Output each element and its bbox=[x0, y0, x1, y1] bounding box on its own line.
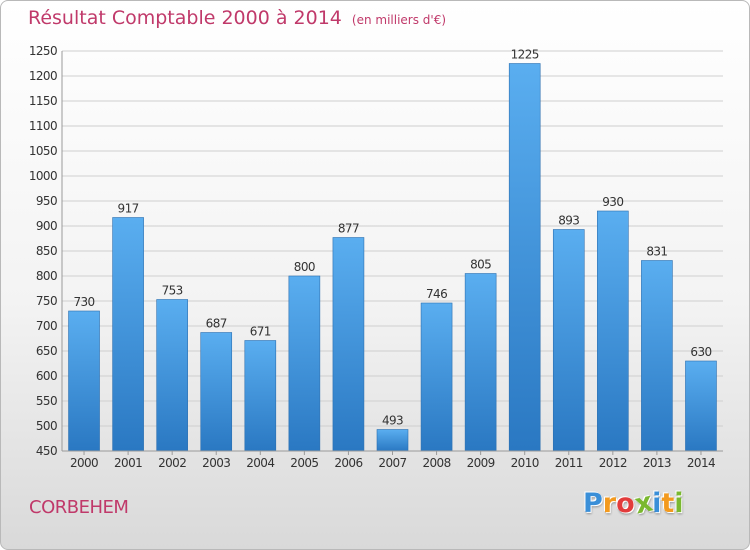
value-label-2005: 800 bbox=[294, 260, 315, 274]
bar-2008 bbox=[420, 302, 453, 452]
value-label-2009: 805 bbox=[470, 258, 491, 272]
logo-letter: t bbox=[661, 488, 675, 519]
proxiti-logo: Proxiti bbox=[583, 487, 684, 521]
bars bbox=[68, 63, 717, 452]
value-label-2012: 930 bbox=[602, 195, 623, 209]
bar-2014 bbox=[685, 360, 717, 452]
bar-2009 bbox=[464, 273, 497, 452]
y-tick-label: 1050 bbox=[29, 144, 57, 158]
x-tick-label-2010: 2010 bbox=[511, 456, 539, 470]
bar-2013 bbox=[641, 260, 673, 452]
logo-letter: r bbox=[602, 488, 617, 519]
x-tick-label-2009: 2009 bbox=[467, 456, 495, 470]
bar-2000 bbox=[68, 310, 100, 452]
x-tick-label-2004: 2004 bbox=[246, 456, 274, 470]
y-tick-label: 1150 bbox=[29, 94, 57, 108]
y-tick-label: 1200 bbox=[29, 69, 57, 83]
chart-title-main: Résultat Comptable 2000 à 2014 bbox=[28, 7, 342, 29]
y-tick-label: 1250 bbox=[29, 44, 57, 58]
x-tick-label-2005: 2005 bbox=[290, 456, 318, 470]
value-label-2007: 493 bbox=[382, 414, 403, 428]
x-tick-label-2014: 2014 bbox=[687, 456, 715, 470]
value-label-2010: 1225 bbox=[511, 48, 539, 62]
x-tick-label-2002: 2002 bbox=[158, 456, 186, 470]
y-tick-label: 450 bbox=[36, 444, 57, 458]
y-tick-label: 600 bbox=[36, 369, 57, 383]
location-name: CORBEHEM bbox=[29, 497, 129, 518]
y-tick-label: 650 bbox=[36, 344, 57, 358]
logo-letter: i bbox=[652, 488, 662, 519]
y-tick-label: 550 bbox=[36, 394, 57, 408]
bar-2004 bbox=[244, 340, 277, 452]
x-tick-label-2008: 2008 bbox=[422, 456, 450, 470]
value-label-2003: 687 bbox=[206, 317, 227, 331]
logo-letter: i bbox=[674, 488, 684, 519]
bar-2012 bbox=[597, 210, 629, 452]
x-tick-label-2003: 2003 bbox=[202, 456, 230, 470]
x-tick-label-2013: 2013 bbox=[643, 456, 671, 470]
y-tick-label: 1000 bbox=[29, 169, 57, 183]
y-tick-label: 700 bbox=[36, 319, 57, 333]
value-label-2004: 671 bbox=[250, 325, 271, 339]
chart-title: Résultat Comptable 2000 à 2014 (en millie… bbox=[28, 7, 446, 29]
value-label-2001: 917 bbox=[118, 202, 139, 216]
bar-2011 bbox=[552, 229, 585, 452]
bar-2002 bbox=[156, 299, 188, 452]
value-label-2013: 831 bbox=[646, 245, 667, 259]
value-label-2002: 753 bbox=[162, 284, 183, 298]
value-label-2000: 730 bbox=[73, 295, 94, 309]
y-axis: 450 500 550 600 650 700 750 800 850 900 950 1000 105… bbox=[29, 44, 63, 458]
y-tick-label: 800 bbox=[36, 269, 57, 283]
bar-2007 bbox=[376, 429, 409, 452]
value-label-2006: 877 bbox=[338, 222, 359, 236]
x-tick-label-2001: 2001 bbox=[114, 456, 142, 470]
x-tick-label-2012: 2012 bbox=[599, 456, 627, 470]
chart-title-unit: (en milliers d'€) bbox=[351, 13, 447, 27]
value-label-2011: 893 bbox=[558, 214, 579, 228]
y-tick-label: 850 bbox=[36, 244, 57, 258]
x-tick-label-2006: 2006 bbox=[334, 456, 362, 470]
x-tick-label-2011: 2011 bbox=[555, 456, 583, 470]
logo-letter: o bbox=[616, 488, 635, 519]
y-tick-label: 1100 bbox=[29, 119, 57, 133]
x-tick-label-2000: 2000 bbox=[70, 456, 98, 470]
bar-2001 bbox=[112, 217, 144, 452]
x-tick-label-2007: 2007 bbox=[378, 456, 406, 470]
y-tick-label: 900 bbox=[36, 219, 57, 233]
value-label-2008: 746 bbox=[426, 287, 447, 301]
bar-2003 bbox=[200, 332, 233, 452]
bar-2010 bbox=[508, 63, 541, 452]
value-labels: 730 917 753 687 671 800 877 493 746 805 1225 893 930… bbox=[73, 48, 712, 428]
y-tick-label: 950 bbox=[36, 194, 57, 208]
y-tick-label: 750 bbox=[36, 294, 57, 308]
bar-2005 bbox=[288, 275, 321, 452]
y-tick-label: 500 bbox=[36, 419, 57, 433]
x-axis: 2000 2001 2002 2003 2004 2005 2006 2007 2008 2009… bbox=[62, 450, 723, 470]
logo-letter: P bbox=[583, 488, 603, 519]
value-label-2014: 630 bbox=[690, 345, 711, 359]
bar-2006 bbox=[332, 237, 365, 452]
